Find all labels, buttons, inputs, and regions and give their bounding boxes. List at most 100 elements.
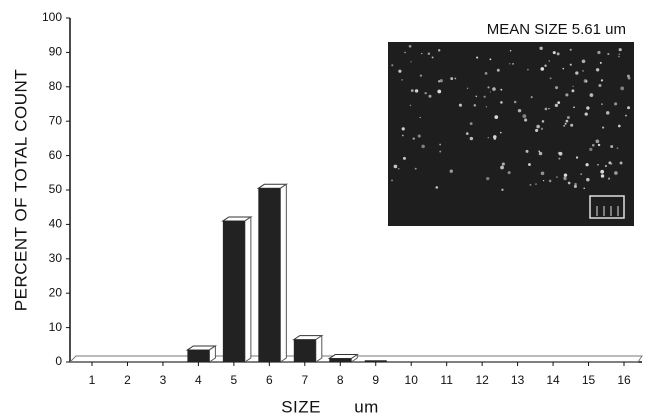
speckle (421, 145, 425, 149)
speckle (574, 185, 577, 188)
annotation: MEAN SIZE 5.61 um (487, 21, 626, 38)
speckle (489, 58, 491, 60)
speckle (439, 151, 441, 153)
x-tick-label: 15 (582, 373, 596, 387)
speckle (580, 173, 581, 174)
x-tick-label: 13 (511, 373, 525, 387)
speckle (618, 56, 620, 58)
speckle (529, 184, 531, 186)
speckle (403, 157, 406, 160)
speckle (555, 86, 558, 89)
speckle (418, 134, 421, 137)
speckle (391, 179, 393, 181)
speckle (586, 178, 590, 182)
x-tick-label: 2 (124, 373, 131, 387)
speckle (467, 88, 468, 89)
speckle (583, 187, 585, 189)
speckle (486, 177, 489, 180)
y-tick-label: 0 (55, 354, 62, 368)
speckle (573, 86, 574, 87)
y-tick-label: 100 (42, 10, 62, 24)
speckle (582, 70, 583, 71)
speckle (555, 104, 558, 107)
speckle (437, 90, 441, 94)
speckle (601, 174, 605, 178)
x-tick-label: 9 (372, 373, 379, 387)
speckle (512, 63, 514, 65)
speckle (598, 84, 601, 87)
chart: PERCENT OF TOTAL COUNT SIZE um MEAN SIZE… (0, 0, 646, 420)
speckle (470, 122, 473, 125)
speckle (598, 144, 600, 146)
speckle (600, 170, 604, 174)
speckle (428, 95, 431, 98)
speckle (608, 178, 610, 180)
speckle (600, 62, 602, 64)
speckle (494, 115, 498, 119)
x-tick-label: 11 (440, 373, 453, 387)
y-tick-label: 10 (49, 320, 63, 334)
speckle (563, 125, 565, 127)
x-tick-label: 1 (89, 373, 96, 387)
speckle (470, 137, 473, 140)
speckle (597, 51, 600, 54)
speckle (565, 123, 567, 125)
speckle (500, 101, 503, 104)
speckle (597, 164, 599, 166)
speckle (492, 87, 496, 91)
speckle (398, 70, 401, 73)
speckle (601, 103, 603, 105)
speckle (391, 64, 393, 66)
bar-side (316, 336, 322, 362)
speckle (428, 53, 430, 55)
speckle (563, 68, 565, 70)
speckle (608, 161, 611, 164)
bar-side (280, 184, 286, 362)
speckle (586, 163, 589, 166)
inset-image (388, 42, 634, 226)
speckle (527, 69, 529, 71)
y-axis-title: PERCENT OF TOTAL COUNT (11, 69, 30, 311)
speckle (508, 171, 511, 174)
y-tick-label: 70 (49, 113, 63, 127)
speckle (420, 74, 422, 76)
y-tick-label: 60 (49, 148, 63, 162)
speckle (488, 137, 489, 138)
speckle (484, 96, 486, 98)
speckle (596, 68, 599, 71)
speckle (602, 127, 604, 129)
speckle (595, 139, 599, 143)
speckle (502, 162, 505, 165)
speckle (493, 135, 497, 139)
speckle (574, 183, 576, 185)
speckle (394, 165, 398, 169)
speckle (590, 93, 594, 97)
speckle (500, 89, 502, 91)
x-tick-label: 8 (337, 373, 344, 387)
speckle (518, 109, 521, 112)
y-tick-label: 40 (49, 217, 63, 231)
speckle (490, 91, 491, 92)
speckle (620, 161, 623, 164)
speckle (474, 104, 476, 106)
speckle (541, 172, 545, 176)
speckle (548, 108, 549, 109)
speckle (618, 125, 621, 128)
speckle (549, 180, 552, 183)
x-tick-label: 10 (405, 373, 419, 387)
speckle (475, 95, 477, 97)
speckle (570, 49, 572, 51)
bar (187, 350, 209, 362)
speckle (565, 93, 568, 96)
speckle (476, 57, 478, 59)
speckle (564, 173, 567, 176)
speckle (557, 101, 560, 104)
bar (258, 188, 280, 362)
speckle (585, 113, 588, 116)
speckle (438, 80, 440, 82)
bar (223, 221, 245, 362)
speckle (584, 79, 588, 83)
speckle (398, 168, 399, 169)
y-tick-label: 50 (49, 182, 63, 196)
speckle (487, 86, 489, 88)
